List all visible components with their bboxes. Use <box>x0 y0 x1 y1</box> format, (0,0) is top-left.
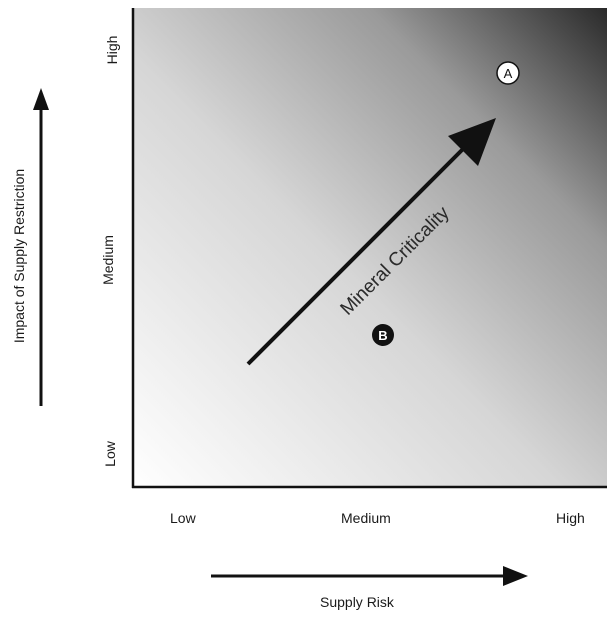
point-a-marker <box>496 61 520 85</box>
criticality-arrowhead <box>448 118 496 166</box>
point-a-label: A <box>504 66 513 81</box>
x-axis-title: Supply Risk <box>320 594 394 610</box>
y-axis-title: Impact of Supply Restriction <box>11 168 27 344</box>
y-tick-low: Low <box>102 441 118 467</box>
y-direction-arrowhead <box>33 88 49 110</box>
point-b-label: B <box>378 328 387 343</box>
point-b-marker <box>372 324 394 346</box>
point-a: A <box>496 61 520 85</box>
plot-background <box>133 8 607 487</box>
y-tick-high: High <box>104 35 120 65</box>
x-tick-high: High <box>556 510 585 526</box>
point-b: B <box>372 324 394 346</box>
y-tick-medium: Medium <box>100 235 116 285</box>
criticality-arrow-shaft <box>246 142 470 366</box>
x-tick-medium: Medium <box>341 510 391 526</box>
x-tick-low: Low <box>170 510 196 526</box>
x-direction-arrowhead <box>503 566 528 586</box>
